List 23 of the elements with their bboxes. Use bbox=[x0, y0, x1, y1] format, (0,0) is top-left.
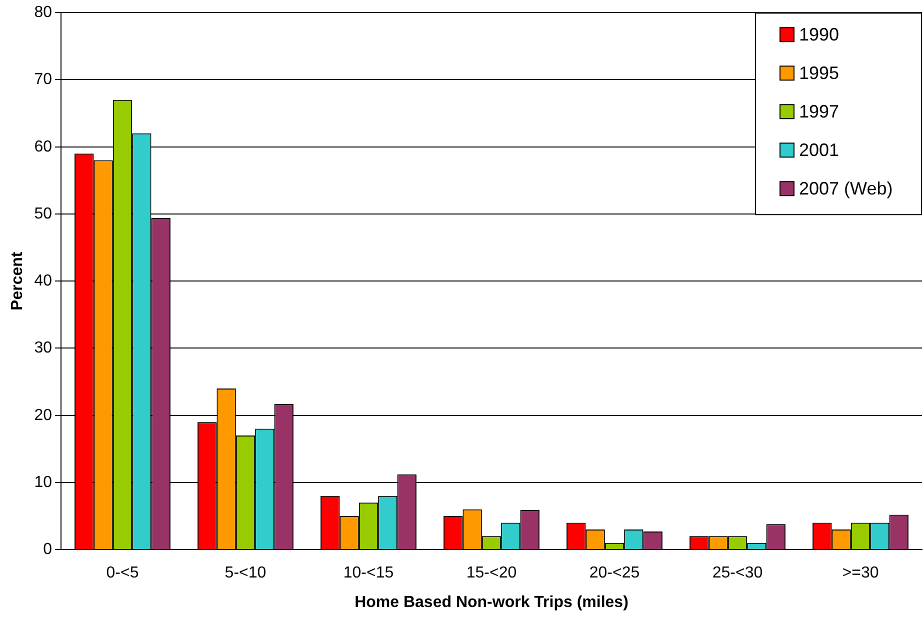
legend-label: 1995 bbox=[799, 63, 840, 84]
y-axis-title: Percent bbox=[9, 251, 26, 310]
x-tick-label: 5-<10 bbox=[224, 564, 266, 582]
x-tick-label: >=30 bbox=[842, 564, 879, 582]
legend-label: 2007 (Web) bbox=[799, 178, 893, 199]
y-tick-label: 0 bbox=[43, 541, 52, 558]
legend-label: 1990 bbox=[799, 24, 840, 45]
y-tick-label: 50 bbox=[34, 205, 52, 222]
x-tick-label: 25-<30 bbox=[712, 564, 763, 582]
y-tick-label: 20 bbox=[34, 406, 52, 424]
x-tick-label: 0-<5 bbox=[106, 564, 139, 582]
x-tick-label: 15-<20 bbox=[466, 564, 517, 582]
y-tick-label: 30 bbox=[34, 340, 52, 357]
y-tick-label: 80 bbox=[34, 4, 52, 22]
x-axis-title: Home Based Non-work Trips (miles) bbox=[354, 594, 628, 611]
x-tick-label: 20-<25 bbox=[589, 564, 640, 582]
x-tick-label: 10-<15 bbox=[343, 564, 394, 582]
y-tick-label: 10 bbox=[34, 474, 52, 491]
y-tick-label: 60 bbox=[34, 138, 52, 156]
legend-label: 2001 bbox=[799, 140, 840, 160]
y-tick-label: 40 bbox=[34, 272, 52, 290]
y-tick-label: 70 bbox=[34, 71, 52, 88]
legend-label: 1997 bbox=[799, 102, 840, 122]
